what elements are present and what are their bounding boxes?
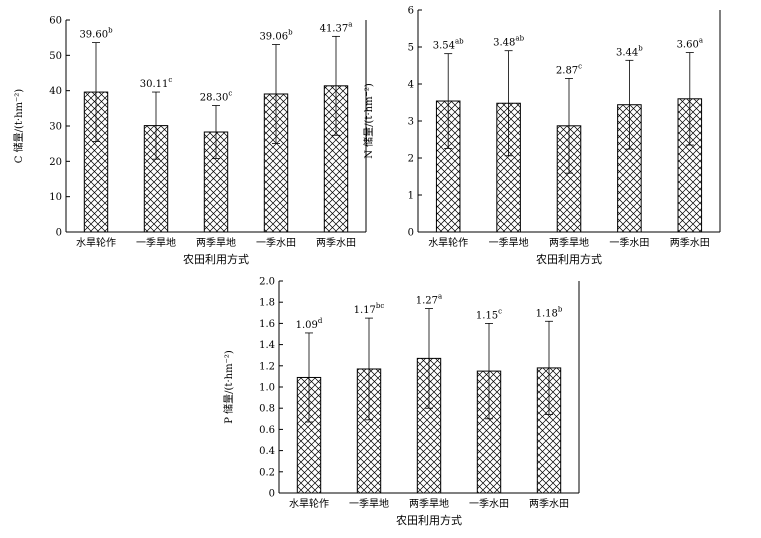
y-tick-label: 4 [408, 80, 414, 91]
y-tick-label: 1.4 [259, 340, 275, 351]
x-category-label: 两季旱地 [196, 236, 236, 249]
data-label: 3.60a [677, 37, 703, 51]
y-tick-label: 0.8 [259, 404, 275, 415]
y-tick-label: 0.4 [259, 446, 275, 457]
significance-letter: b [558, 305, 563, 313]
y-tick-label: 0 [408, 228, 414, 239]
data-label: 3.54ab [433, 38, 464, 52]
chart-panel-1: 0 10 20 30 40 50 60 39.60b 水旱轮作 30.11c 一季旱地 28.30c 两… [12, 16, 367, 266]
chart-panel-3: 0 0.2 0.4 0.6 0.8 1.0 1.2 1.4 1.6 1.8 2.0 1.09d 水旱轮作… [222, 277, 580, 527]
data-label: 41.37a [320, 20, 353, 34]
y-tick-label: 2 [408, 154, 414, 165]
y-tick-label: 1.2 [259, 361, 275, 372]
y-tick-label: 3 [408, 117, 414, 128]
x-category-label: 水旱轮作 [428, 236, 468, 249]
x-category-label: 一季水田 [469, 498, 509, 510]
data-label: 2.87c [556, 62, 582, 76]
x-category-label: 水旱轮作 [289, 497, 329, 510]
y-tick-label: 20 [49, 157, 62, 168]
y-axis-title: P 储量/(t·hm⁻²) [222, 350, 235, 424]
x-category-label: 一季水田 [609, 237, 649, 249]
x-category-label: 两季水田 [670, 237, 710, 249]
significance-letter: c [228, 90, 232, 98]
data-label: 3.48ab [493, 35, 524, 49]
data-label: 3.44b [616, 44, 643, 58]
y-tick-label: 1 [408, 191, 414, 202]
significance-letter: c [578, 62, 582, 70]
significance-letter: b [108, 27, 113, 35]
data-label: 28.30c [200, 90, 233, 104]
y-tick-label: 50 [49, 51, 62, 62]
y-axis-title: N 储量/(t·hm⁻²) [362, 83, 375, 159]
y-tick-label: 0 [56, 228, 62, 239]
y-tick-label: 0 [269, 489, 275, 500]
y-tick-label: 10 [49, 192, 62, 203]
significance-letter: ab [515, 35, 524, 43]
y-axis-title: C 储量/(t·hm⁻²) [12, 89, 25, 164]
y-tick-label: 1.6 [259, 319, 275, 330]
chart-panel-2: 0 1 2 3 4 5 6 3.54ab 水旱轮作 3.48ab 一季旱地 2.87c 两季旱地 3.44… [362, 6, 721, 266]
significance-letter: b [288, 29, 293, 37]
y-tick-label: 30 [49, 122, 62, 133]
data-label: 1.15c [476, 307, 502, 321]
x-category-label: 水旱轮作 [76, 236, 116, 249]
y-tick-label: 5 [408, 43, 414, 54]
y-tick-label: 40 [49, 86, 62, 97]
x-category-label: 两季水田 [316, 237, 356, 249]
x-category-label: 两季旱地 [549, 236, 589, 249]
y-tick-label: 0.2 [259, 467, 275, 478]
y-tick-label: 60 [49, 16, 62, 27]
x-category-label: 两季水田 [529, 498, 569, 510]
x-category-label: 两季旱地 [409, 497, 449, 510]
data-label: 1.09d [296, 317, 323, 331]
significance-letter: a [348, 20, 352, 28]
data-label: 1.17bc [354, 302, 385, 316]
significance-letter: b [638, 44, 643, 52]
significance-letter: c [498, 307, 502, 315]
x-axis-title: 农田利用方式 [183, 252, 249, 266]
significance-letter: c [168, 76, 172, 84]
y-tick-label: 2.0 [259, 277, 275, 288]
significance-letter: ab [455, 38, 464, 46]
data-label: 30.11c [140, 76, 173, 90]
data-label: 1.18b [536, 305, 563, 319]
y-tick-label: 1.0 [259, 383, 275, 394]
x-category-label: 一季旱地 [489, 236, 529, 249]
y-tick-label: 1.8 [259, 298, 275, 309]
significance-letter: a [699, 37, 703, 45]
data-label: 1.27a [416, 293, 442, 307]
y-tick-label: 6 [408, 6, 414, 17]
significance-letter: bc [376, 302, 384, 310]
significance-letter: d [318, 317, 323, 325]
data-label: 39.06b [259, 29, 293, 43]
x-category-label: 一季水田 [256, 237, 296, 249]
significance-letter: a [438, 293, 442, 301]
data-label: 39.60b [79, 27, 113, 41]
x-axis-title: 农田利用方式 [536, 252, 602, 266]
x-category-label: 一季旱地 [349, 497, 389, 510]
x-category-label: 一季旱地 [136, 236, 176, 249]
y-tick-label: 0.6 [259, 425, 275, 436]
x-axis-title: 农田利用方式 [396, 513, 462, 527]
